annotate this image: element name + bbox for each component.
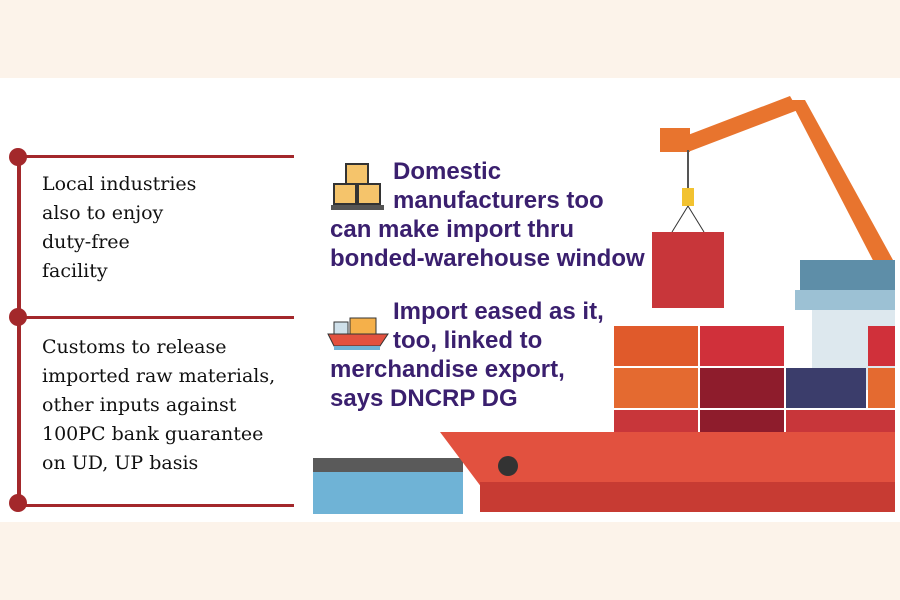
divider — [17, 155, 294, 158]
point-customs-release: Customs to release imported raw material… — [42, 336, 276, 474]
dock — [313, 458, 463, 472]
headline-2-line1: Import eased as it, — [393, 298, 604, 325]
headline-1-line2: manufacturers too — [393, 187, 604, 214]
headline-1-rest: can make import thru bonded-warehouse wi… — [330, 216, 645, 272]
timeline-dot — [9, 494, 27, 512]
crane-icon — [660, 96, 893, 270]
cargo-ship-icon — [327, 317, 389, 350]
boxes-on-pallet-icon — [331, 163, 384, 210]
point-local-industries: Local industries also to enjoy duty-free… — [42, 173, 197, 282]
timeline-dot — [9, 148, 27, 166]
timeline-line — [17, 157, 21, 504]
divider — [17, 504, 294, 507]
headline-2-rest: merchandise export, says DNCRP DG — [330, 356, 565, 412]
headline-1-line1: Domestic — [393, 158, 502, 185]
timeline-dot — [9, 308, 27, 326]
headline-2-line2: too, linked to — [393, 327, 543, 354]
propeller-icon — [498, 456, 518, 476]
hanging-container — [652, 232, 724, 308]
divider — [17, 316, 294, 319]
water — [313, 472, 463, 514]
